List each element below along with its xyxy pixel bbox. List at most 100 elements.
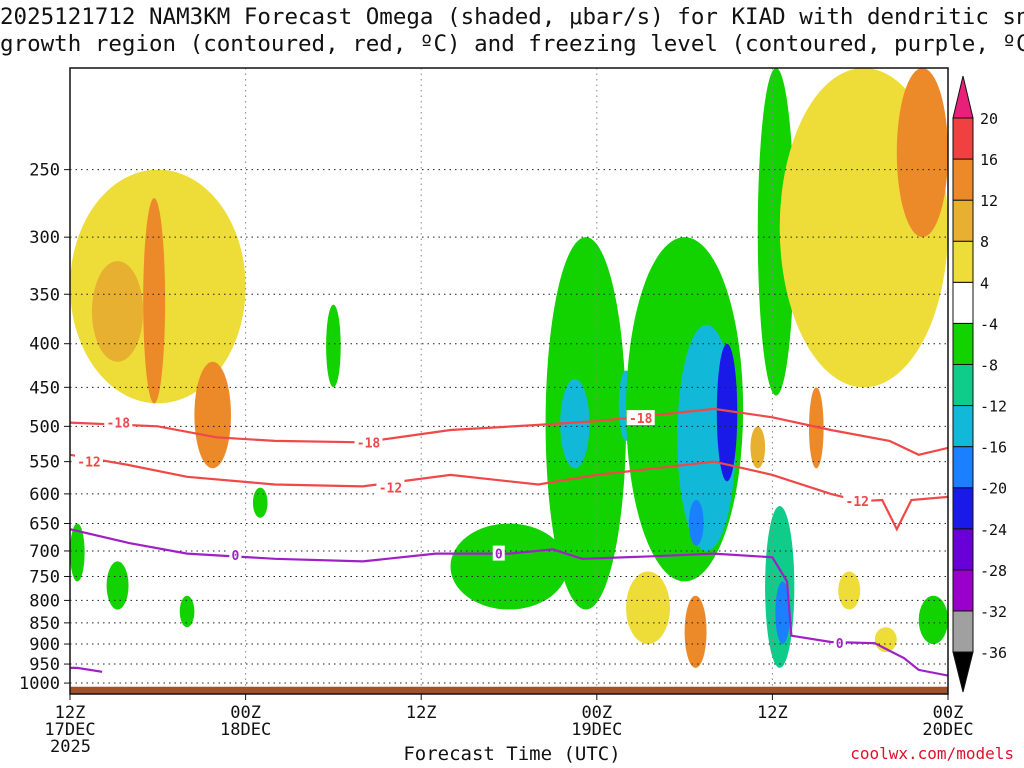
omega-region (560, 379, 590, 469)
omega-region (688, 499, 704, 546)
colorbar-segment (952, 117, 974, 160)
y-tick-label: 800 (29, 591, 60, 611)
contour-label-bg (354, 434, 383, 450)
y-tick-label: 450 (29, 378, 60, 398)
colorbar-label: -12 (980, 398, 1007, 416)
contour-label: 0 (495, 548, 503, 563)
contour-label: -18 (629, 412, 653, 427)
contour-label: 0 (231, 549, 239, 564)
contour-label-bg (75, 453, 104, 469)
contour-line (70, 453, 948, 532)
x-tick-label: 2025 (50, 737, 91, 757)
omega-region (70, 523, 85, 582)
x-axis-title: Forecast Time (UTC) (403, 743, 621, 765)
contour-label: -18 (107, 417, 131, 432)
colorbar-end-high (952, 75, 974, 119)
omega-region (106, 561, 129, 610)
contour-label: -12 (77, 456, 100, 471)
omega-region (252, 487, 268, 518)
colorbar-label: 20 (980, 110, 998, 128)
plot-frame (69, 67, 949, 695)
x-tick-label: 20DEC (922, 720, 973, 740)
colorbar-segment (952, 487, 974, 530)
x-tick-label: 00Z (581, 703, 612, 723)
colorbar-label: 12 (980, 192, 998, 210)
colorbar-label: -8 (980, 356, 998, 374)
x-tick-label: 19DEC (571, 720, 622, 740)
contour-label-bg (376, 479, 405, 495)
colorbar-label: 8 (980, 233, 989, 251)
contour-line (70, 666, 103, 673)
colorbar-segment (952, 528, 974, 571)
contour-line (70, 407, 948, 456)
x-tick-label: 17DEC (44, 720, 95, 740)
terrain-band (70, 686, 948, 694)
contour-label: -12 (846, 495, 869, 510)
colorbar-label: 4 (980, 274, 989, 292)
colorbar-segment (952, 199, 974, 242)
colorbar-label: -16 (980, 439, 1007, 457)
y-tick-label: 900 (29, 635, 60, 655)
y-axis: 2503003504004505005506006507007508008509… (19, 161, 70, 694)
omega-region (179, 595, 195, 628)
colorbar: -36 -32 -28 -24 -20 -16 -12 -8 -4 4 8 12 16 20 (952, 75, 1007, 693)
omega-region (91, 261, 144, 362)
y-tick-label: 650 (29, 515, 60, 535)
contour-label: 0 (836, 637, 844, 652)
x-tick-label: 12Z (55, 703, 86, 723)
colorbar-segment (952, 158, 974, 201)
contour-label-bg (626, 410, 655, 426)
colorbar-label: -36 (980, 644, 1007, 662)
y-tick-label: 700 (29, 542, 60, 562)
y-tick-label: 400 (29, 335, 60, 355)
y-tick-label: 750 (29, 568, 60, 588)
omega-region (194, 361, 231, 469)
colorbar-label: -4 (980, 315, 998, 333)
contour-label-bg (843, 493, 872, 509)
contour-label-bg (104, 414, 133, 430)
y-tick-label: 1000 (19, 674, 60, 694)
colorbar-segment (952, 610, 974, 653)
omega-region (750, 426, 766, 469)
colorbar-label: -24 (980, 521, 1007, 539)
x-tick-label: 18DEC (220, 720, 271, 740)
y-tick-label: 950 (29, 655, 60, 675)
colorbar-end-low (952, 651, 974, 693)
colorbar-segment (952, 363, 974, 407)
y-tick-label: 350 (29, 285, 60, 305)
contour-label: -18 (357, 436, 381, 451)
y-tick-label: 500 (29, 417, 60, 437)
terrain (70, 686, 948, 694)
colorbar-segment (952, 281, 974, 324)
chart-title-line-1: 2025121712 NAM3KM Forecast Omega (shaded… (0, 4, 1024, 30)
colorbar-segment (952, 569, 974, 612)
omega-region (775, 581, 790, 645)
y-tick-label: 250 (29, 161, 60, 181)
omega-shading (70, 68, 948, 668)
omega-region (450, 523, 568, 610)
x-tick-label: 00Z (230, 703, 261, 723)
x-tick-label: 12Z (757, 703, 788, 723)
credit-link[interactable]: coolwx.com/models (850, 744, 1014, 763)
y-tick-label: 600 (29, 485, 60, 505)
omega-region (684, 595, 707, 668)
y-tick-label: 300 (29, 228, 60, 248)
contour-label-bg (833, 635, 846, 651)
contour-line (70, 528, 948, 677)
omega-region (326, 304, 341, 388)
chart-title-line-2: growth region (contoured, red, ºC) and f… (0, 31, 1024, 57)
colorbar-segment (952, 322, 974, 365)
colorbar-segment (952, 240, 974, 283)
colorbar-label: -32 (980, 603, 1007, 621)
omega-region (716, 343, 738, 482)
colorbar-label: -20 (980, 480, 1007, 498)
omega-region (143, 198, 166, 404)
omega-region (896, 68, 948, 238)
x-tick-label: 12Z (406, 703, 437, 723)
contours: -18 -18 -18 -12 -12 -12 0 0 0 (70, 407, 948, 677)
x-tick-label: 00Z (933, 703, 964, 723)
omega-region (626, 571, 670, 645)
